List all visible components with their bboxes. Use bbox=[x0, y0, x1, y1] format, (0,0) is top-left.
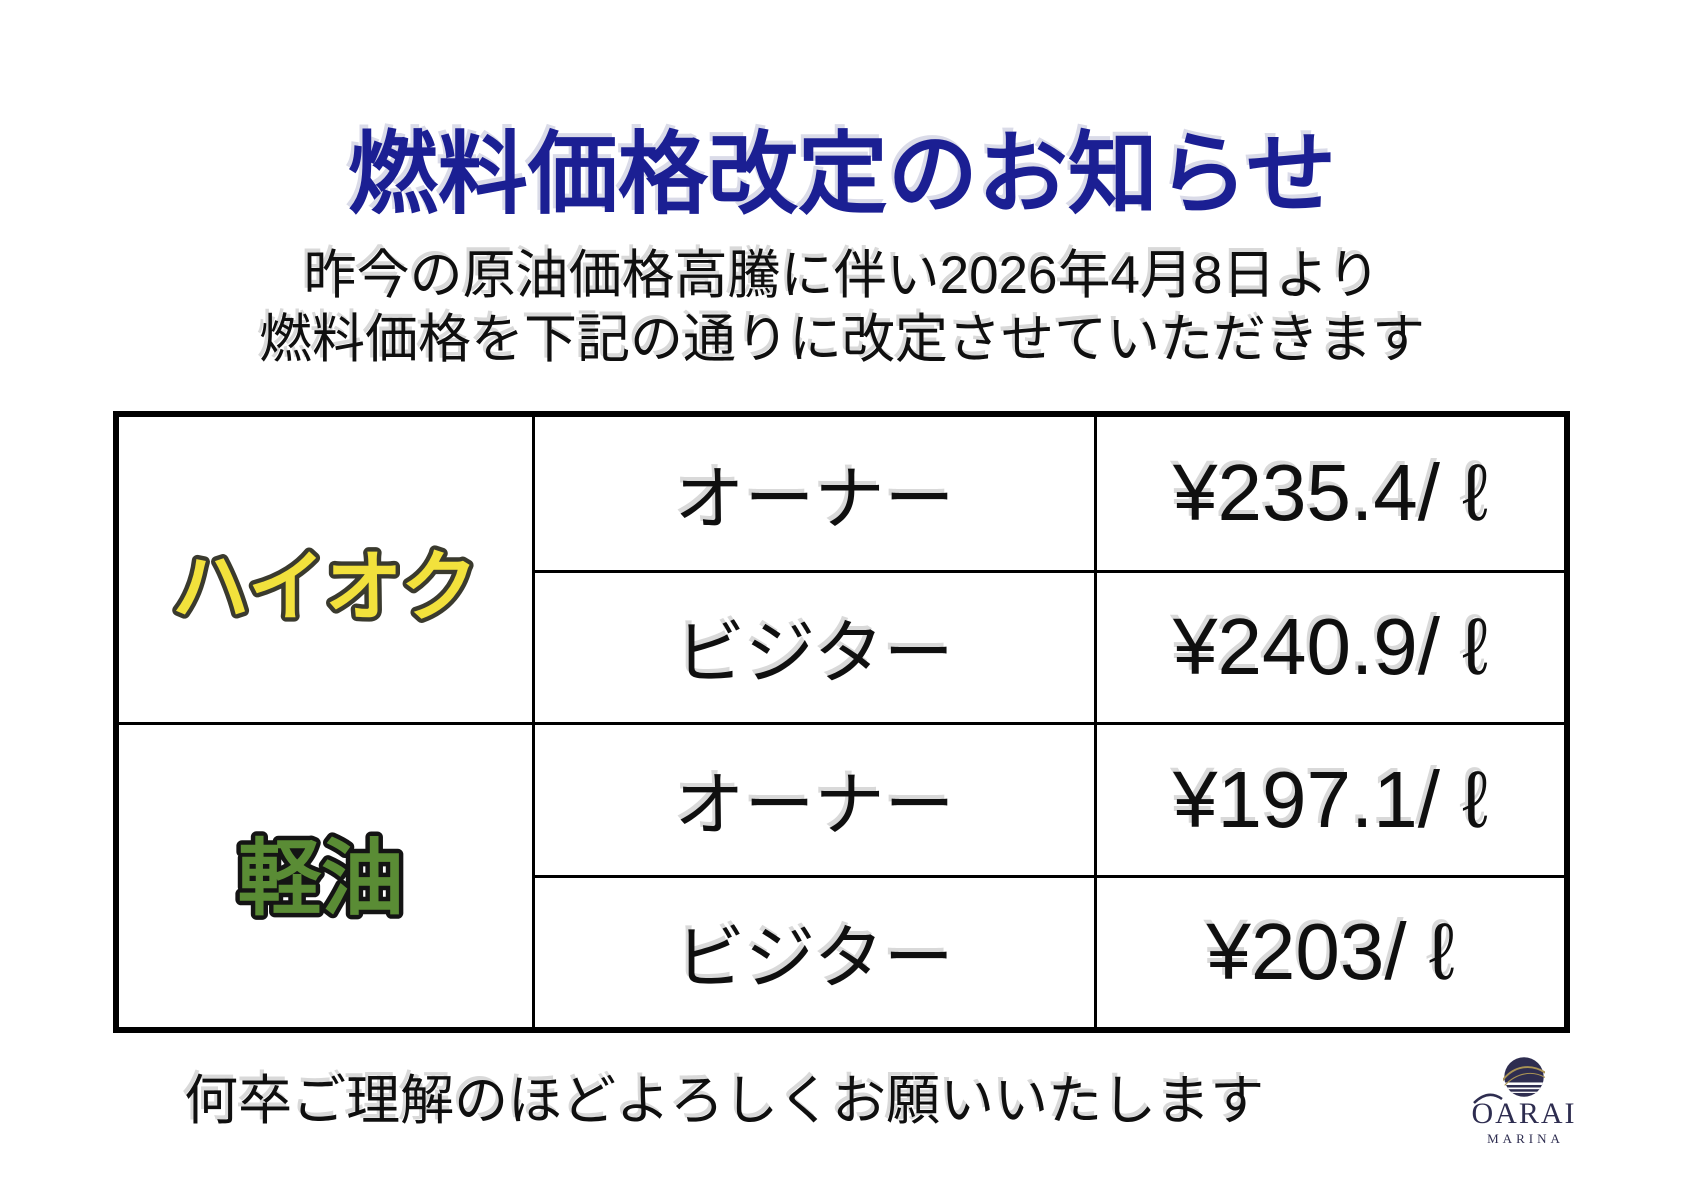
price-cell: ¥235.4/ ℓ bbox=[1094, 417, 1564, 570]
customer-type-label: オーナー bbox=[674, 766, 955, 845]
customer-type-cell: ビジター bbox=[532, 569, 1094, 722]
fuel-price-table: ハイオク オーナー ¥235.4/ ℓ ビジター ¥240.9/ ℓ 軽油 オー… bbox=[113, 411, 1570, 1033]
price-cell: ¥197.1/ ℓ bbox=[1094, 722, 1564, 875]
oarai-marina-emblem-icon bbox=[1503, 1057, 1545, 1097]
oarai-marina-logo: OARAI MARINA bbox=[1458, 1056, 1590, 1147]
price-cell: ¥240.9/ ℓ bbox=[1094, 569, 1564, 722]
fuel-label-high-octane-svg: ハイオク bbox=[168, 540, 483, 635]
page-title: 燃料価格改定のお知らせ bbox=[347, 125, 1337, 225]
logo-subname: MARINA bbox=[1487, 1131, 1564, 1146]
customer-type-label: ビジター bbox=[675, 918, 954, 997]
logo-name: OARAI bbox=[1471, 1097, 1577, 1130]
subtitle-line-1: 昨今の原油価格高騰に伴い2026年4月8日より bbox=[303, 246, 1381, 305]
price-cell: ¥203/ ℓ bbox=[1094, 874, 1564, 1027]
price-value: ¥235.4/ ℓ bbox=[1173, 448, 1488, 538]
fuel-cell-high-octane: ハイオク bbox=[119, 417, 532, 722]
subtitle-line-2: 燃料価格を下記の通りに改定させていただきます bbox=[259, 310, 1425, 369]
fuel-cell-diesel: 軽油 bbox=[119, 722, 532, 1027]
customer-type-label: ビジター bbox=[675, 613, 954, 692]
price-value: ¥203/ ℓ bbox=[1206, 907, 1455, 997]
price-value: ¥197.1/ ℓ bbox=[1173, 754, 1488, 844]
fuel-label-high-octane: ハイオク bbox=[172, 544, 478, 630]
customer-type-label: オーナー bbox=[674, 459, 955, 538]
customer-type-cell: オーナー bbox=[532, 722, 1094, 875]
fuel-label-diesel-svg: 軽油 bbox=[233, 828, 408, 930]
logo-arc-icon bbox=[1473, 1093, 1503, 1104]
price-value: ¥240.9/ ℓ bbox=[1173, 602, 1488, 692]
footer-note: 何卒ご理解のほどよろしくお願いいたします bbox=[184, 1071, 1265, 1131]
customer-type-cell: オーナー bbox=[532, 417, 1094, 570]
customer-type-cell: ビジター bbox=[532, 874, 1094, 1027]
logo-name-wrap: OARAI bbox=[1458, 1093, 1590, 1130]
notice-subtitle: 昨今の原油価格高騰に伴い2026年4月8日より 燃料価格を下記の通りに改定させて… bbox=[0, 244, 1684, 372]
fuel-label-diesel: 軽油 bbox=[238, 832, 404, 925]
